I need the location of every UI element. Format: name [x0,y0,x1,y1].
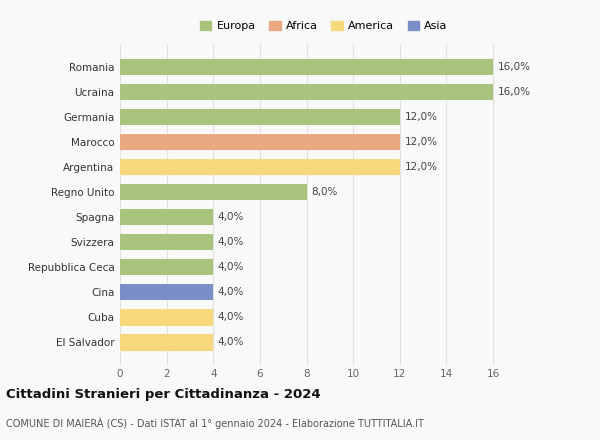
Legend: Europa, Africa, America, Asia: Europa, Africa, America, Asia [197,18,451,35]
Text: Cittadini Stranieri per Cittadinanza - 2024: Cittadini Stranieri per Cittadinanza - 2… [6,388,320,401]
Text: 4,0%: 4,0% [218,262,244,272]
Bar [120,334,213,351]
Bar [120,134,400,150]
Bar [120,284,213,301]
Bar [120,184,307,200]
Text: 4,0%: 4,0% [218,237,244,247]
Bar [120,159,400,175]
Text: 4,0%: 4,0% [218,287,244,297]
Text: 8,0%: 8,0% [311,187,338,197]
Text: COMUNE DI MAIERÀ (CS) - Dati ISTAT al 1° gennaio 2024 - Elaborazione TUTTITALIA.: COMUNE DI MAIERÀ (CS) - Dati ISTAT al 1°… [6,417,424,429]
Bar [120,234,213,250]
Bar [120,259,213,275]
Text: 16,0%: 16,0% [497,87,530,97]
Bar [120,209,213,225]
Text: 4,0%: 4,0% [218,312,244,323]
Bar [120,309,213,326]
Text: 16,0%: 16,0% [497,62,530,72]
Text: 4,0%: 4,0% [218,212,244,222]
Bar [120,59,493,75]
Text: 12,0%: 12,0% [404,137,437,147]
Bar [120,84,493,100]
Text: 4,0%: 4,0% [218,337,244,348]
Text: 12,0%: 12,0% [404,112,437,122]
Text: 12,0%: 12,0% [404,162,437,172]
Bar [120,109,400,125]
